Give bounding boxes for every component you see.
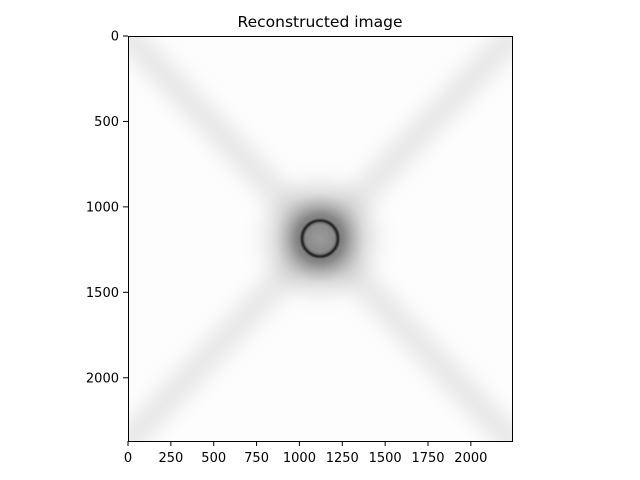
plot-area	[128, 36, 513, 442]
y-tick-label: 1500	[86, 286, 119, 301]
x-tick-label: 0	[124, 451, 132, 466]
y-axis: 0 500 1000 1500 2000	[86, 30, 128, 386]
x-tick-label: 1000	[283, 451, 316, 466]
x-tick-label: 750	[244, 451, 269, 466]
central-disk	[302, 220, 338, 257]
y-tick-label: 2000	[86, 371, 119, 386]
plot-frame	[128, 36, 513, 442]
y-tick-label: 500	[94, 115, 119, 130]
chart-title: Reconstructed image	[238, 13, 403, 31]
x-tick-label: 250	[158, 451, 183, 466]
y-tick-label: 1000	[86, 200, 119, 215]
y-tick-label: 0	[111, 30, 119, 45]
x-tick-label: 500	[201, 451, 226, 466]
x-axis: 0 250 500 750 1000 1250 1500 1750 2000	[124, 441, 487, 466]
x-tick-label: 1750	[411, 451, 444, 466]
dark-ring	[300, 219, 340, 258]
x-tick-label: 1250	[326, 451, 359, 466]
x-tick-label: 2000	[454, 451, 487, 466]
x-tick-label: 1500	[369, 451, 402, 466]
